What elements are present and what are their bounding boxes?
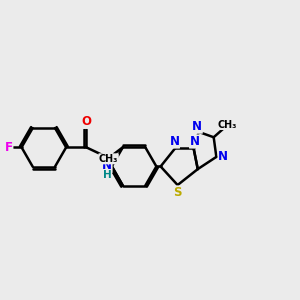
Text: CH₃: CH₃	[99, 154, 118, 164]
Text: N: N	[169, 135, 179, 148]
Text: H: H	[103, 170, 111, 181]
Text: CH₃: CH₃	[218, 119, 237, 130]
Text: N: N	[218, 150, 228, 164]
Text: N: N	[192, 120, 202, 133]
Text: N: N	[190, 135, 200, 148]
Text: S: S	[173, 186, 182, 199]
Text: N: N	[102, 159, 112, 172]
Text: F: F	[5, 141, 13, 154]
Text: O: O	[81, 116, 91, 128]
